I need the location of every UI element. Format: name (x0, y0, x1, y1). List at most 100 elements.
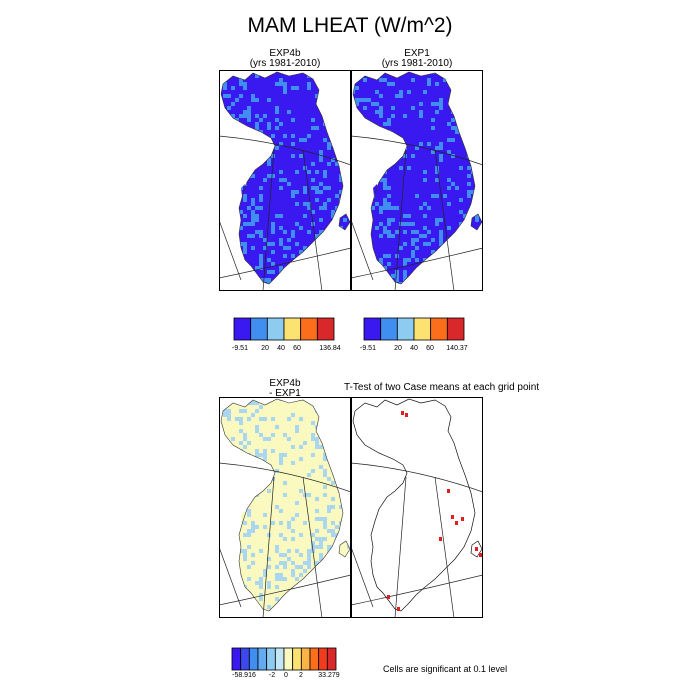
colorbar-diff (231, 647, 337, 671)
map-exp4b-latline-2 (219, 247, 351, 279)
panel-title-exp4b: EXP4b (yrs 1981-2010) (219, 49, 351, 69)
colorbar-diff-label-4: 33.279 (318, 672, 340, 679)
map-diff-coastline (220, 398, 344, 612)
map-diff-islet-east (338, 540, 351, 558)
colorbar-exp1-box-1 (380, 317, 398, 341)
colorbar-diff-label-2: 0 (284, 672, 288, 679)
map-ttest-content (351, 398, 483, 618)
panel-title-exp1: EXP1 (yrs 1981-2010) (351, 49, 483, 69)
map-exp4b-islet-east (338, 213, 351, 231)
map-exp1-islet-east (470, 213, 483, 231)
colorbar-exp4b-box-1 (250, 317, 268, 341)
map-ttest-latline-2 (351, 574, 483, 606)
colorbar-diff-box-10 (318, 647, 328, 671)
colorbar-diff-labels: -58.916 -2 0 2 33.279 (230, 672, 340, 682)
map-diff-lonline-1 (262, 476, 275, 618)
panel-title-ttest: T-Test of two Case means at each grid po… (344, 382, 540, 393)
map-exp1-landfield (353, 72, 482, 284)
colorbar-exp4b-box-0 (233, 317, 252, 341)
colorbar-exp4b-label-2: 40 (277, 345, 285, 352)
colorbar-exp4b-label-1: 20 (261, 345, 269, 352)
map-exp4b-landfield (221, 72, 350, 284)
significance-note: Cells are significant at 0.1 level (383, 664, 508, 674)
map-diff-landfield (221, 399, 350, 611)
map-exp4b-lonline-1 (262, 149, 275, 291)
colorbar-exp1-label-3: 60 (426, 345, 434, 352)
map-exp4b-content (219, 71, 351, 291)
map-exp1-frame (351, 70, 483, 291)
colorbar-exp4b-label-0: -9.51 (232, 345, 248, 352)
map-exp1-lonline-1 (394, 149, 407, 291)
map-exp1-latline-1 (351, 135, 483, 166)
map-ttest-sig-cell-10 (397, 607, 400, 611)
colorbar-exp1-box-5 (446, 317, 465, 341)
colorbar-diff-box-3 (257, 647, 268, 671)
map-diff-lonline-2 (302, 476, 323, 618)
colorbar-exp1-label-0: -9.51 (360, 345, 376, 352)
colorbar-exp1-label-1: 20 (394, 345, 402, 352)
colorbar-exp1-label-2: 40 (410, 345, 418, 352)
map-ttest-sig-cell-3 (451, 515, 454, 519)
colorbar-exp4b-box-3 (283, 317, 302, 341)
colorbar-diff-box-6 (283, 647, 294, 671)
map-ttest-sig-cell-0 (401, 411, 404, 415)
colorbar-diff-box-4 (266, 647, 276, 671)
panel-title-diff: EXP4b - EXP1 (219, 379, 351, 399)
map-ttest-frame (351, 397, 483, 618)
map-exp1-lonline-2 (434, 149, 455, 291)
panel-title-diff-line1: EXP4b (269, 378, 301, 389)
colorbar-diff-box-9 (309, 647, 320, 671)
map-exp1-coastline (352, 71, 476, 285)
colorbar-exp4b-label-3: 60 (293, 345, 301, 352)
map-exp1 (351, 70, 483, 291)
panel-title-exp1-name: EXP1 (404, 48, 430, 59)
colorbar-diff-box-0 (231, 647, 242, 671)
figure-title: MAM LHEAT (W/m^2) (247, 14, 453, 37)
colorbar-exp1-labels: -9.51 20 40 60 140.37 (360, 345, 470, 355)
map-ttest-latline-1 (351, 462, 483, 493)
map-ttest (351, 397, 483, 618)
colorbar-diff-label-1: -2 (268, 672, 276, 679)
map-ttest-coastline (352, 398, 476, 612)
map-exp4b-frame (219, 70, 351, 291)
map-exp1-lonline-3 (351, 219, 374, 281)
map-exp4b-lonline-3 (219, 219, 242, 281)
colorbar-exp4b-box-2 (266, 317, 285, 341)
colorbar-diff-box-2 (248, 647, 259, 671)
map-ttest-sig-cell-1 (405, 413, 408, 417)
colorbar-exp1-box-2 (396, 317, 415, 341)
map-exp4b-coastline (220, 71, 344, 285)
map-ttest-sig-cell-5 (461, 517, 464, 521)
map-diff-frame (219, 397, 351, 618)
colorbar-exp1-box-4 (430, 317, 448, 341)
map-exp1-latline-2 (351, 247, 483, 279)
map-exp4b-lonline-2 (302, 149, 323, 291)
map-diff (219, 397, 351, 618)
map-ttest-sig-cell-7 (475, 547, 478, 551)
colorbar-diff-box-8 (300, 647, 311, 671)
map-ttest-sig-cell-2 (447, 489, 450, 493)
colorbar-diff-box-1 (240, 647, 250, 671)
colorbar-exp4b-box-5 (316, 317, 335, 341)
colorbar-diff-box-7 (292, 647, 302, 671)
colorbar-diff-label-0: -58.916 (232, 672, 256, 679)
colorbar-exp1-label-4: 140.37 (446, 345, 468, 352)
map-diff-content (219, 398, 351, 618)
panel-title-exp4b-years: (yrs 1981-2010) (249, 58, 321, 69)
colorbar-exp1-box-3 (413, 317, 432, 341)
colorbar-exp4b-labels: -9.51 20 40 60 136.84 (230, 345, 341, 355)
map-ttest-lonline-1 (394, 476, 407, 618)
colorbar-diff-box-11 (326, 647, 337, 671)
panel-title-exp4b-name: EXP4b (269, 48, 301, 59)
panel-title-diff-line2: - EXP1 (269, 388, 301, 399)
map-diff-lonline-3 (219, 546, 242, 608)
map-exp4b (219, 70, 351, 291)
colorbar-exp4b-box-4 (300, 317, 318, 341)
map-ttest-sig-cell-4 (455, 521, 458, 525)
colorbar-exp4b-label-4: 136.84 (319, 345, 341, 352)
colorbar-diff-label-3: 2 (299, 672, 303, 679)
map-ttest-sig-cell-9 (387, 595, 390, 599)
map-exp4b-latline-1 (219, 135, 351, 166)
map-ttest-sig-cell-6 (439, 537, 442, 541)
colorbar-exp4b (233, 317, 335, 341)
